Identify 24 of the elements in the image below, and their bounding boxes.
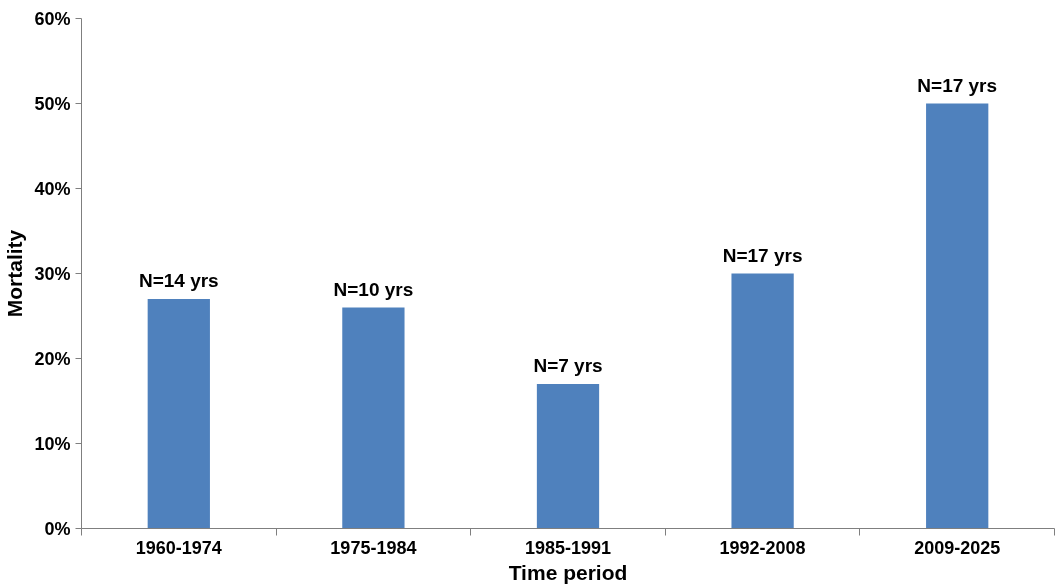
x-tick-label: 1960-1974 (135, 537, 222, 558)
annotation: N=14 yrs (138, 270, 219, 291)
y-tick-label: 30% (34, 263, 71, 284)
x-axis-title: Time period (508, 560, 628, 584)
y-tick-label: 20% (34, 348, 71, 369)
annotation: N=7 yrs (533, 355, 603, 376)
bar (731, 273, 794, 529)
x-tick-label: 2009-2025 (914, 537, 1001, 558)
bar (147, 299, 210, 529)
annotation: N=10 yrs (333, 278, 414, 300)
x-tick-label: 1992-2008 (719, 537, 806, 558)
y-tick-label: 0% (44, 518, 71, 539)
x-tick-label: 1975-1984 (330, 537, 417, 558)
bar (342, 307, 405, 529)
y-axis-title: Mortality (3, 229, 27, 318)
y-tick-label: 50% (34, 93, 71, 114)
annotation: N=17 yrs (917, 74, 998, 96)
y-tick-label: 10% (34, 433, 71, 454)
annotation: N=17 yrs (722, 244, 803, 266)
x-tick-label: 1985-1991 (524, 537, 612, 558)
bar (536, 384, 600, 529)
y-tick-label: 40% (34, 178, 71, 199)
y-tick-label: 60% (34, 8, 71, 29)
bar (926, 103, 989, 529)
